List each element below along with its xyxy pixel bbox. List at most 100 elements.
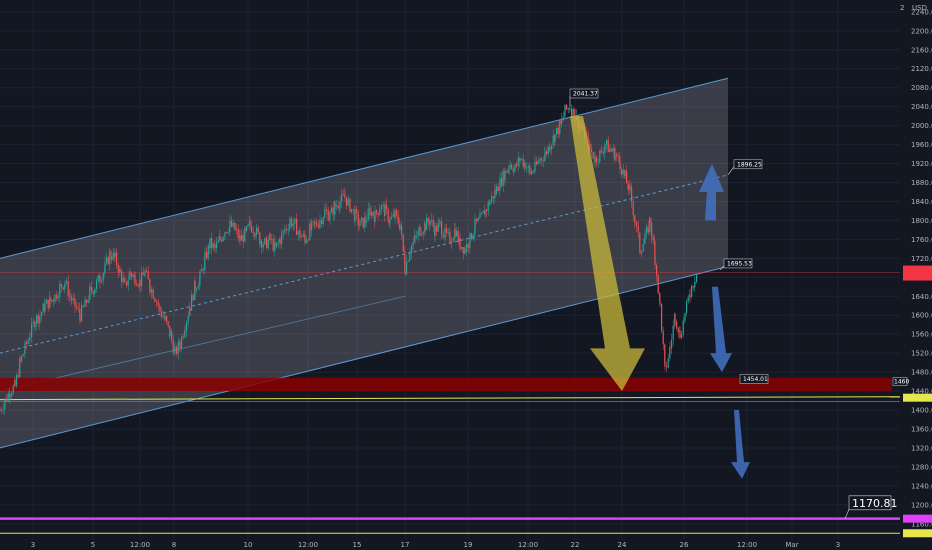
candle-body [277,241,279,243]
candle-body [417,230,419,237]
candle-body [594,156,596,163]
candle-body [129,271,131,274]
candle-body [537,160,539,165]
y-tick-label: 1200.00 [911,501,932,509]
candle-body [257,227,259,233]
candle-body [154,300,156,302]
candle-body [171,331,173,341]
candle-body [687,297,689,302]
candle-body [102,273,104,281]
candle-body [67,281,69,297]
candle-body [401,225,403,235]
candle-body [334,202,336,207]
channel-mid-line [0,174,729,354]
candle-body [314,222,316,224]
candle-body [491,196,493,202]
candle-body [364,217,366,223]
candle-body [127,279,129,286]
candle-body [114,252,116,258]
candle-body [251,225,253,233]
candle-body [274,242,276,247]
candle-body [62,287,64,290]
candle-body [202,269,204,271]
candle-body [409,253,411,261]
candle-body [507,168,509,173]
candle-body [0,410,1,411]
candle-body [17,375,19,377]
candle-body [526,167,528,169]
y-tick-label: 1920.00 [911,160,932,168]
blue-down-arrow-1 [710,286,732,373]
candle-body [674,313,676,322]
right-tag-box [892,377,908,386]
candle-body [571,108,573,116]
candle-body [624,171,626,177]
y-tick-label: 1280.00 [911,463,932,471]
y-tick-label: 1400.00 [911,407,932,415]
candle-body [459,238,461,249]
candle-body [31,323,33,338]
candle-body [599,150,601,152]
candle-body [331,207,333,213]
candle-body [276,242,278,247]
candle-body [676,321,678,328]
candle-body [81,305,83,322]
candle-body [617,155,619,157]
candle-body [421,234,423,236]
candle-body [422,232,424,235]
candle-body [666,366,668,368]
candle-body [681,334,683,339]
candle-body [407,260,409,262]
candle-body [192,294,194,300]
candle-body [652,236,654,241]
candle-body [244,228,246,231]
candle-body [554,133,556,142]
candle-body [157,301,159,306]
candle-body [637,225,639,233]
candle-body [134,274,136,284]
candle-body [6,398,8,402]
candle-body [691,286,693,297]
candle-body [456,230,458,237]
candle-body [497,186,499,192]
candle-body [471,233,473,240]
candle-body [529,165,531,171]
candle-body [636,222,638,226]
x-tick-label: 5 [91,541,95,549]
time-axis[interactable]: 3 5 12:00 8 10 12:00 15 17 19 12:00 22 24 26 12:00 Mar… [31,541,840,549]
candle-body [242,235,244,242]
candle-body [389,218,391,224]
candle-body [387,209,389,222]
candle-body [146,270,148,272]
candle-body [54,294,56,302]
candle-body [511,164,513,169]
candle-body [147,271,149,280]
candle-body [591,148,593,152]
candle-body [634,222,636,223]
candle-body [87,300,89,303]
candle-body [206,252,208,259]
candle-body [381,205,383,209]
candle-body [56,294,58,299]
candle-body [356,209,358,214]
candle-body [326,209,328,211]
price-axis[interactable]: USD 2 2240.00 2200.00 2160.00 2120.00 2080.0… [900,4,932,538]
candle-body [677,327,679,333]
candle-body [347,199,349,206]
current-price-badge [903,265,932,281]
candle-body [319,220,321,223]
marker-label: 1896.25 [737,161,762,168]
candle-body [197,286,199,289]
candle-body [316,222,318,226]
candle-body [9,396,11,398]
candle-body [106,257,108,263]
yellow-level-badge [903,393,932,402]
candle-body [161,310,163,317]
candle-body [532,171,534,172]
candle-body [324,209,326,210]
y-tick-label: 1520.00 [911,350,932,358]
candle-body [116,252,118,266]
y-tick-label: 1360.00 [911,425,932,433]
candle-body [24,342,26,351]
